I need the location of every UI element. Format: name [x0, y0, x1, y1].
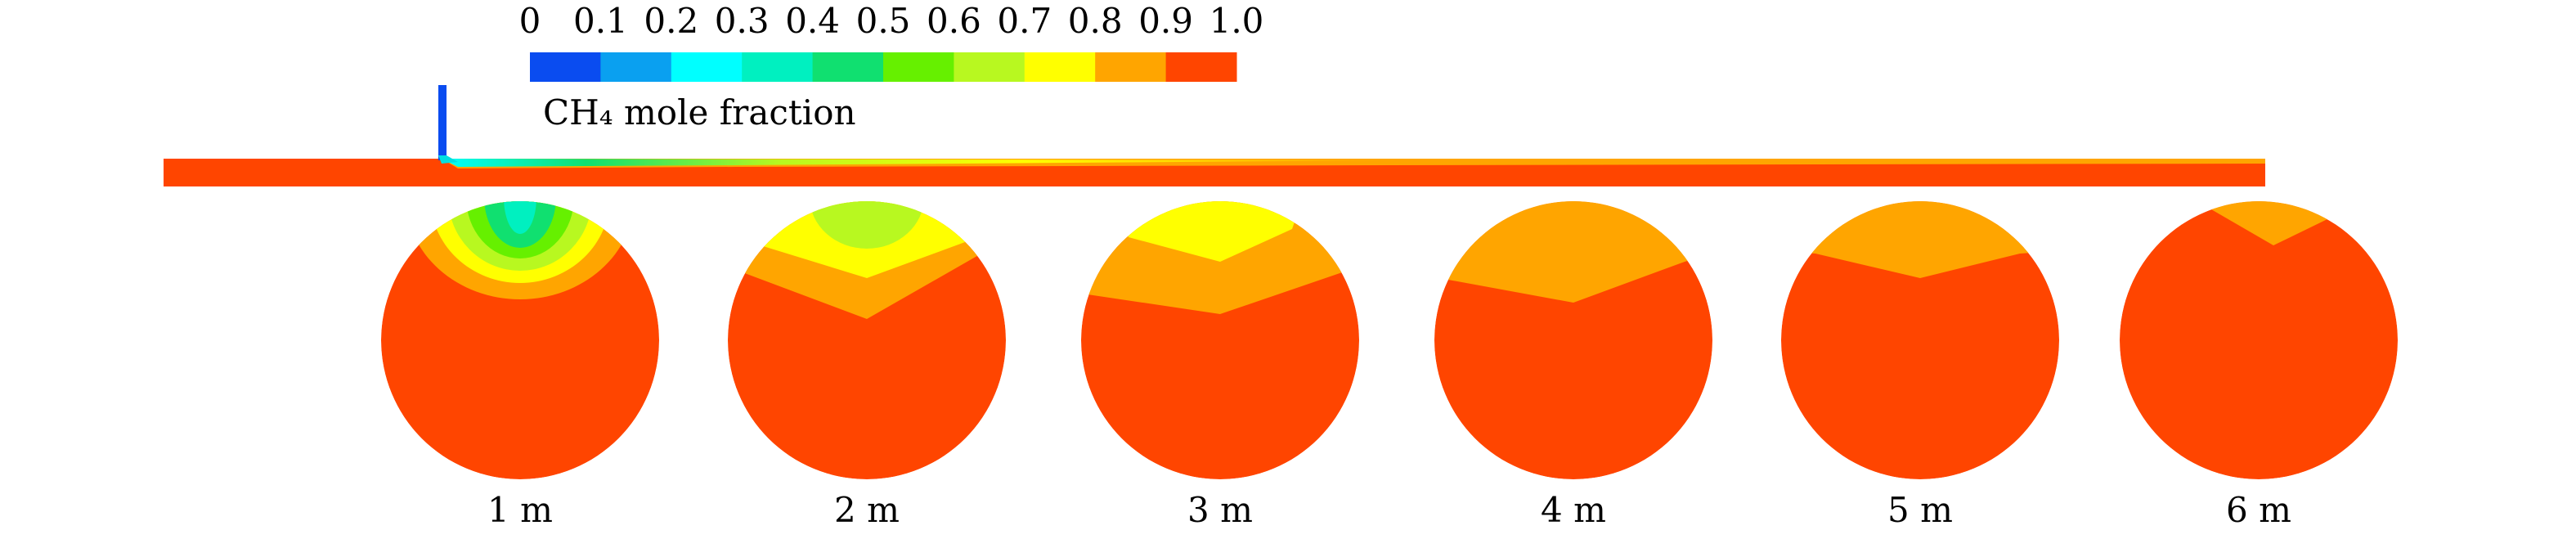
colorbar-tick-label: 0.2: [644, 1, 698, 41]
colorbar-bin: [812, 52, 884, 82]
section-label: 3 m: [1187, 490, 1253, 530]
colorbar-bin: [742, 52, 814, 82]
colorbar-tick-label: 0.9: [1138, 1, 1193, 41]
colorbar-tick-label: 0.3: [715, 1, 770, 41]
colorbar-tick-label: 0.8: [1068, 1, 1123, 41]
section-labels: 1 m 2 m 3 m 4 m 5 m 6 m: [487, 490, 2291, 530]
section-label: 4 m: [1541, 490, 1606, 530]
section-label: 5 m: [1887, 490, 1953, 530]
colorbar-tick-label: 0.7: [997, 1, 1052, 41]
pipe: [164, 85, 2265, 186]
colorbar-bin: [954, 52, 1025, 82]
colorbar-tick-label: 0: [519, 1, 541, 41]
cross-section: [2120, 201, 2398, 479]
colorbar-tick-label: 0.1: [573, 1, 628, 41]
colorbar-tick-label: 0.6: [927, 1, 981, 41]
colorbar: 0 0.1 0.2 0.3 0.4 0.5 0.6 0.7 0.8 0.9 1.0: [519, 1, 1264, 82]
cross-section: [381, 201, 659, 479]
colorbar-tick-label: 0.5: [856, 1, 911, 41]
section-label: 1 m: [487, 490, 553, 530]
colorbar-bin: [530, 52, 601, 82]
section-label: 2 m: [834, 490, 900, 530]
colorbar-bin: [671, 52, 743, 82]
cross-section: [1081, 201, 1359, 479]
colorbar-bin: [1095, 52, 1167, 82]
colorbar-bin: [600, 52, 672, 82]
colorbar-bin: [1165, 52, 1237, 82]
cross-section: [1781, 201, 2059, 479]
colorbar-label: CH₄ mole fraction: [543, 92, 856, 133]
colorbar-tick-label: 1.0: [1209, 1, 1264, 41]
section-label: 6 m: [2226, 490, 2291, 530]
colorbar-bin: [1024, 52, 1096, 82]
colorbar-bin: [883, 52, 954, 82]
cross-section: [728, 201, 1006, 479]
colorbar-tick-label: 0.4: [785, 1, 840, 41]
cross-section: [1434, 201, 1712, 479]
